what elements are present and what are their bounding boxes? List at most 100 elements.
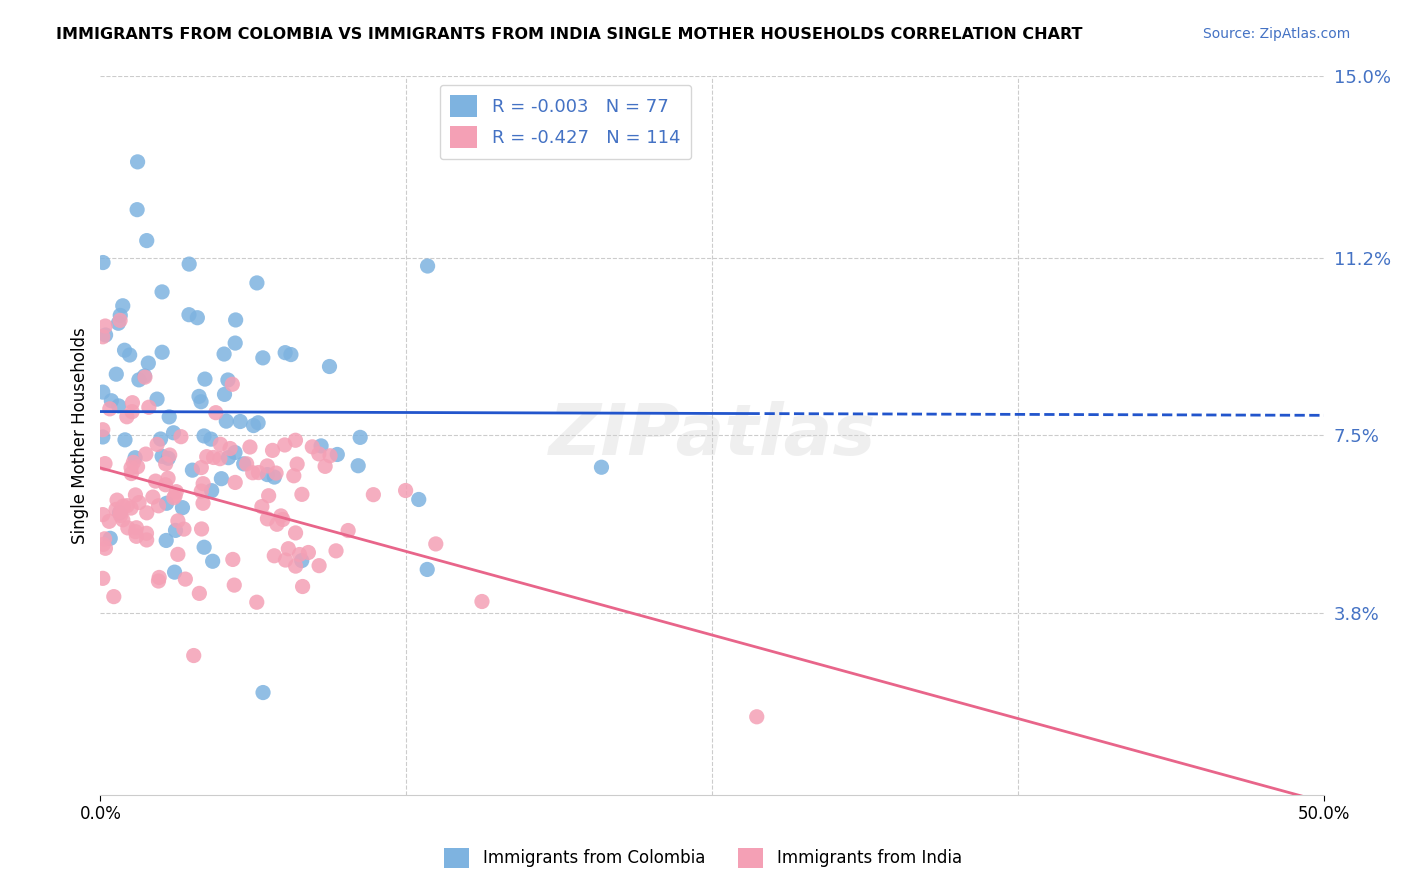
Point (91, 571, 114, 585)
Point (98, 532, 121, 546)
Point (148, 570, 170, 584)
Point (98, 401, 121, 416)
Point (256, 467, 278, 482)
Point (157, 451, 180, 466)
Text: IMMIGRANTS FROM COLOMBIA VS IMMIGRANTS FROM INDIA SINGLE MOTHER HOUSEHOLDS CORRE: IMMIGRANTS FROM COLOMBIA VS IMMIGRANTS F… (56, 27, 1083, 42)
Point (232, 457, 254, 471)
Point (91, 537, 114, 551)
Point (127, 459, 149, 474)
Point (104, 502, 127, 516)
Point (325, 544, 347, 558)
Point (274, 553, 297, 567)
Point (148, 574, 170, 588)
Point (264, 466, 287, 480)
Point (125, 529, 148, 543)
Point (193, 429, 215, 443)
Point (94, 328, 117, 343)
Point (173, 522, 195, 536)
Point (155, 496, 177, 510)
Point (165, 524, 187, 538)
Point (224, 475, 246, 490)
Point (209, 437, 232, 451)
Point (271, 512, 294, 526)
Point (221, 377, 243, 392)
Point (177, 308, 200, 322)
Point (314, 459, 336, 474)
Point (124, 488, 146, 502)
Legend: Immigrants from Colombia, Immigrants from India: Immigrants from Colombia, Immigrants fro… (437, 841, 969, 875)
Point (91, 330, 114, 344)
Point (94, 457, 117, 471)
Point (142, 490, 165, 504)
Point (408, 492, 430, 507)
Point (318, 359, 340, 374)
Point (209, 472, 232, 486)
Point (94, 319, 117, 334)
Point (120, 460, 142, 475)
Point (250, 500, 273, 514)
Point (155, 457, 177, 471)
Point (100, 393, 122, 408)
Point (135, 234, 157, 248)
Point (159, 448, 181, 462)
Point (416, 259, 439, 273)
Point (285, 457, 308, 471)
Point (308, 447, 330, 461)
Point (319, 449, 342, 463)
Point (108, 506, 131, 520)
Point (128, 495, 150, 509)
Point (235, 457, 257, 471)
Point (114, 433, 136, 447)
Point (256, 458, 278, 473)
Point (115, 499, 138, 513)
Point (247, 416, 270, 430)
Point (262, 443, 284, 458)
Point (110, 508, 132, 523)
Point (170, 430, 193, 444)
Point (135, 533, 157, 547)
Point (127, 154, 149, 169)
Point (416, 562, 439, 576)
Point (284, 559, 307, 574)
Point (91, 430, 114, 444)
Point (136, 356, 159, 370)
Point (163, 565, 186, 579)
Point (111, 299, 134, 313)
Point (217, 373, 239, 387)
Point (108, 313, 131, 327)
Point (165, 489, 187, 503)
Point (120, 467, 142, 481)
Point (155, 477, 177, 491)
Point (274, 345, 297, 359)
Point (146, 392, 169, 406)
Point (190, 460, 212, 475)
Point (105, 368, 128, 382)
Point (114, 343, 136, 358)
Point (229, 415, 252, 429)
Text: Source: ZipAtlas.com: Source: ZipAtlas.com (1202, 27, 1350, 41)
Point (274, 438, 297, 452)
Point (224, 445, 246, 459)
Point (212, 347, 235, 361)
Point (107, 399, 129, 413)
Point (150, 285, 173, 299)
Point (172, 500, 194, 515)
Point (190, 394, 212, 409)
Point (284, 434, 307, 448)
Point (363, 488, 385, 502)
Point (263, 549, 285, 563)
Point (200, 432, 222, 446)
Point (215, 414, 238, 428)
Point (94, 541, 117, 556)
Point (91, 508, 114, 522)
Point (135, 506, 157, 520)
Point (297, 545, 319, 559)
Point (145, 474, 167, 488)
Point (224, 578, 246, 592)
Point (117, 521, 139, 535)
Point (277, 541, 299, 556)
Point (202, 450, 225, 465)
Point (138, 401, 160, 415)
Point (112, 499, 135, 513)
Point (242, 418, 264, 433)
